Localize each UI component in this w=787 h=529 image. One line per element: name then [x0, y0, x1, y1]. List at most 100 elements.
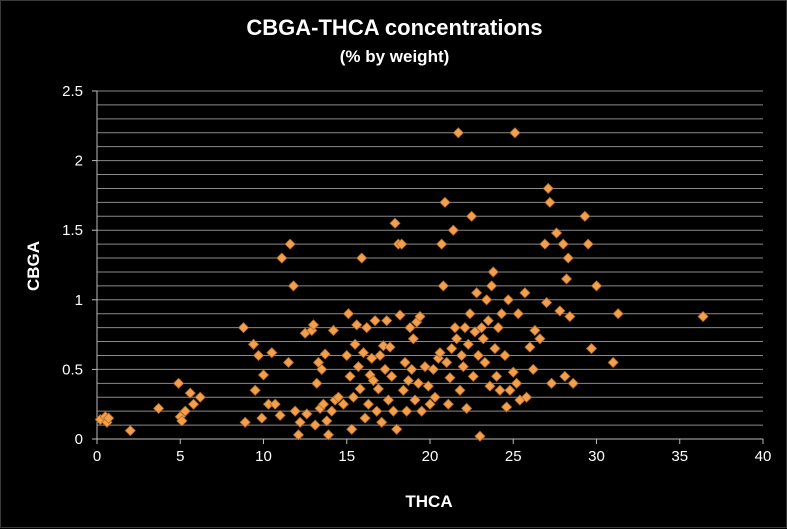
data-point — [372, 383, 384, 395]
data-point — [266, 347, 278, 359]
data-point — [449, 322, 461, 334]
y-tick-label: 1 — [75, 292, 83, 309]
y-tick-label: 2 — [75, 153, 83, 170]
x-tick-label: 35 — [671, 448, 688, 465]
data-point — [294, 416, 306, 428]
data-point — [472, 349, 484, 362]
data-point — [416, 405, 428, 417]
data-point — [479, 356, 491, 369]
data-point — [362, 398, 374, 410]
data-point — [342, 308, 354, 320]
data-point — [422, 380, 434, 392]
data-point — [507, 366, 519, 378]
data-point — [527, 363, 539, 375]
data-point — [477, 333, 489, 345]
data-point — [347, 391, 359, 403]
data-point — [534, 333, 546, 345]
data-point — [442, 398, 454, 410]
data-point — [544, 196, 556, 208]
data-point — [176, 415, 188, 427]
data-point — [274, 409, 286, 421]
data-point — [319, 348, 331, 360]
data-point — [429, 391, 441, 403]
data-point — [509, 127, 521, 139]
data-point — [494, 384, 506, 396]
data-point — [476, 322, 488, 334]
data-point — [562, 252, 574, 264]
data-point — [317, 398, 330, 410]
x-tick-label: 40 — [755, 448, 772, 465]
data-point — [487, 266, 499, 278]
data-point — [452, 127, 464, 139]
data-point — [382, 394, 394, 406]
data-point — [239, 416, 251, 428]
data-point — [282, 356, 295, 369]
data-point — [354, 383, 366, 395]
data-point — [504, 384, 516, 396]
y-tick-label: 1.5 — [62, 222, 83, 239]
data-point — [179, 405, 191, 417]
x-tick-label: 10 — [255, 448, 272, 465]
data-point — [374, 349, 386, 362]
data-point — [464, 308, 476, 320]
data-point — [697, 310, 709, 323]
data-point — [492, 322, 504, 334]
data-point — [188, 398, 200, 410]
x-tick-label: 20 — [422, 448, 439, 465]
data-point — [482, 315, 494, 327]
data-point — [404, 322, 416, 334]
x-tick-label: 30 — [588, 448, 605, 465]
chart-subtitle: (% by weight) — [339, 47, 450, 66]
data-point — [371, 405, 383, 417]
data-point — [301, 408, 313, 420]
data-point — [557, 238, 569, 250]
data-point — [564, 310, 576, 323]
data-point — [309, 419, 321, 431]
data-point — [612, 308, 624, 320]
data-point — [153, 402, 165, 414]
data-point — [529, 324, 541, 336]
data-point — [462, 338, 474, 350]
data-point — [357, 347, 369, 359]
data-point — [447, 224, 459, 236]
data-point — [521, 391, 533, 403]
data-point — [419, 361, 431, 373]
data-point — [356, 252, 368, 264]
data-point — [257, 369, 270, 381]
data-point — [412, 377, 424, 389]
data-point — [399, 356, 411, 369]
data-point — [341, 349, 353, 362]
data-point — [276, 252, 288, 264]
data-point — [474, 430, 486, 442]
data-point — [387, 405, 399, 417]
data-point — [559, 370, 571, 382]
data-point — [499, 349, 511, 362]
data-point — [424, 398, 436, 410]
data-point — [409, 394, 421, 406]
data-point — [446, 342, 458, 355]
data-point — [256, 412, 268, 424]
data-point — [582, 238, 594, 250]
data-point — [402, 374, 414, 387]
data-point — [496, 308, 508, 320]
data-point — [289, 405, 301, 417]
data-point — [249, 384, 261, 396]
data-point — [173, 377, 185, 389]
data-point — [287, 280, 300, 292]
y-tick-label: 0.5 — [62, 361, 83, 378]
data-point — [454, 384, 466, 396]
data-point — [346, 423, 358, 435]
data-point — [326, 405, 338, 417]
data-point — [292, 429, 305, 441]
x-axis-label: THCA — [405, 492, 452, 511]
data-point — [396, 238, 408, 250]
data-point — [545, 377, 558, 389]
data-point — [359, 412, 371, 424]
data-point — [394, 309, 406, 321]
data-points — [94, 127, 709, 442]
data-point — [397, 384, 409, 396]
data-point — [567, 377, 579, 389]
data-point — [386, 370, 398, 382]
data-point — [524, 341, 536, 353]
